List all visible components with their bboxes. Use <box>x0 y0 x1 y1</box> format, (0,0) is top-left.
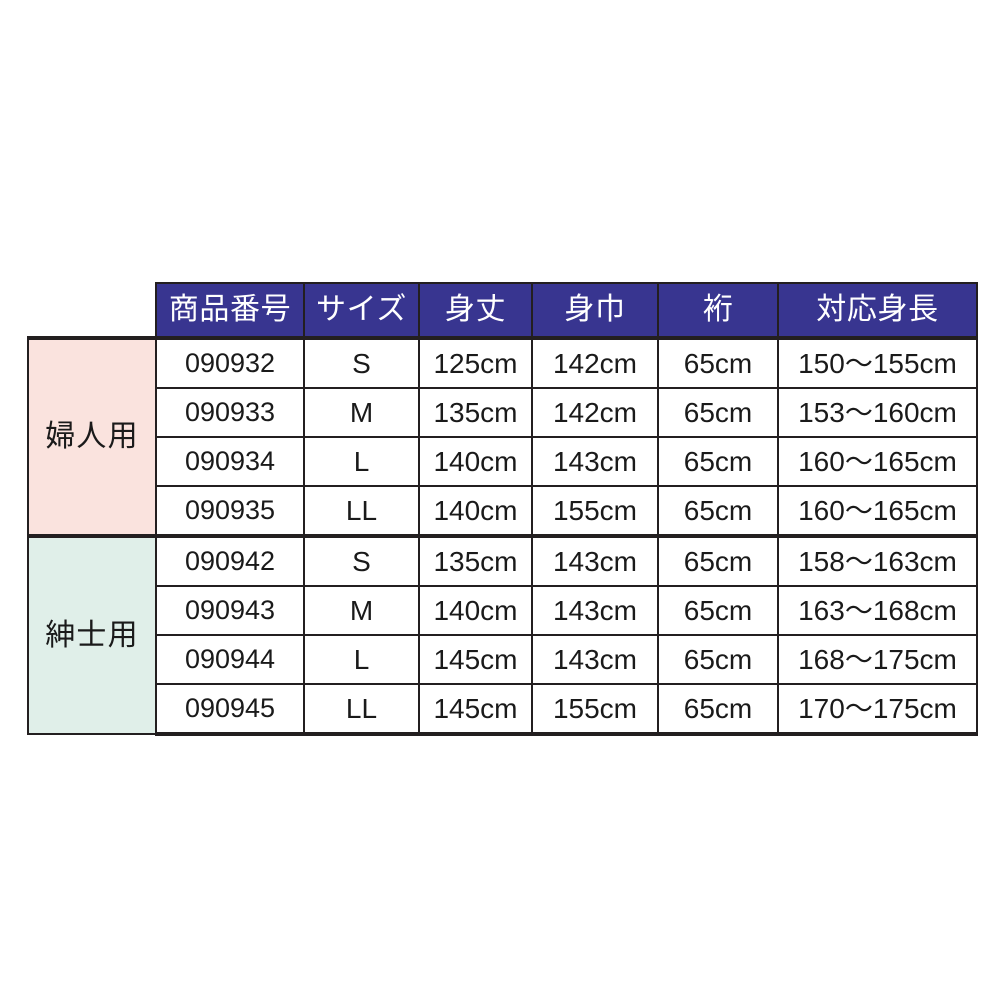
column-header-code: 商品番号 <box>155 282 305 339</box>
cell-body-width: 143cm <box>531 585 659 636</box>
table-row: 090943 M 140cm 143cm 65cm 163〜168cm <box>28 585 978 636</box>
cell-body-width: 143cm <box>531 534 659 587</box>
cell-code: 090933 <box>155 387 305 438</box>
column-header-body-length: 身丈 <box>418 282 533 339</box>
cell-size: LL <box>303 683 420 736</box>
cell-body-length: 125cm <box>418 336 533 389</box>
table-row: 紳士用 090942 S 135cm 143cm 65cm 158〜163cm <box>27 534 978 735</box>
column-header-sleeve: 裄 <box>657 282 779 339</box>
group-label-ladies: 婦人用 <box>27 336 157 537</box>
cell-sleeve: 65cm <box>657 585 779 636</box>
cell-height: 160〜165cm <box>777 485 978 537</box>
table-row: 婦人用 090932 S 125cm 142cm 65cm 150〜155cm <box>27 336 978 537</box>
header-row: 商品番号 サイズ 身丈 身巾 裄 対応身長 <box>28 282 978 339</box>
cell-body-length: 135cm <box>418 534 533 587</box>
cell-body-length: 140cm <box>418 485 533 537</box>
cell-body-length: 145cm <box>418 634 533 685</box>
table-corner-cell <box>28 283 156 338</box>
size-table: 商品番号 サイズ 身丈 身巾 裄 対応身長 婦人用 090932 S 125cm… <box>27 282 978 736</box>
cell-code: 090932 <box>155 336 305 389</box>
cell-size: S <box>303 336 420 389</box>
cell-code: 090935 <box>155 485 305 537</box>
cell-height: 158〜163cm <box>777 534 978 587</box>
cell-size: M <box>303 585 420 636</box>
table-row: 090935 LL 140cm 155cm 65cm 160〜165cm <box>28 485 978 537</box>
table-header: 商品番号 サイズ 身丈 身巾 裄 対応身長 <box>28 282 978 339</box>
cell-body-length: 135cm <box>418 387 533 438</box>
cell-height: 153〜160cm <box>777 387 978 438</box>
cell-code: 090943 <box>155 585 305 636</box>
column-header-height: 対応身長 <box>777 282 978 339</box>
cell-size: S <box>303 534 420 587</box>
cell-size: LL <box>303 485 420 537</box>
cell-body-length: 145cm <box>418 683 533 736</box>
cell-body-width: 155cm <box>531 485 659 537</box>
cell-height: 163〜168cm <box>777 585 978 636</box>
table-row: 090934 L 140cm 143cm 65cm 160〜165cm <box>28 436 978 487</box>
cell-sleeve: 65cm <box>657 683 779 736</box>
cell-sleeve: 65cm <box>657 485 779 537</box>
cell-body-length: 140cm <box>418 436 533 487</box>
cell-code: 090945 <box>155 683 305 736</box>
cell-body-width: 142cm <box>531 387 659 438</box>
cell-code: 090934 <box>155 436 305 487</box>
table-body: 婦人用 090932 S 125cm 142cm 65cm 150〜155cm … <box>27 336 978 736</box>
cell-height: 160〜165cm <box>777 436 978 487</box>
table-row: 090944 L 145cm 143cm 65cm 168〜175cm <box>28 634 978 685</box>
cell-body-width: 142cm <box>531 336 659 389</box>
table-row: 090933 M 135cm 142cm 65cm 153〜160cm <box>28 387 978 438</box>
group-label-gents: 紳士用 <box>27 534 157 735</box>
cell-code: 090942 <box>155 534 305 587</box>
cell-sleeve: 65cm <box>657 634 779 685</box>
cell-sleeve: 65cm <box>657 534 779 587</box>
cell-body-width: 155cm <box>531 683 659 736</box>
column-header-body-width: 身巾 <box>531 282 659 339</box>
cell-size: M <box>303 387 420 438</box>
table-row: 090945 LL 145cm 155cm 65cm 170〜175cm <box>28 683 978 736</box>
cell-sleeve: 65cm <box>657 387 779 438</box>
cell-code: 090944 <box>155 634 305 685</box>
cell-body-width: 143cm <box>531 634 659 685</box>
cell-height: 168〜175cm <box>777 634 978 685</box>
cell-sleeve: 65cm <box>657 436 779 487</box>
cell-body-length: 140cm <box>418 585 533 636</box>
size-chart: 商品番号 サイズ 身丈 身巾 裄 対応身長 婦人用 090932 S 125cm… <box>27 282 978 736</box>
cell-height: 150〜155cm <box>777 336 978 389</box>
cell-size: L <box>303 436 420 487</box>
cell-size: L <box>303 634 420 685</box>
cell-sleeve: 65cm <box>657 336 779 389</box>
cell-body-width: 143cm <box>531 436 659 487</box>
cell-height: 170〜175cm <box>777 683 978 736</box>
column-header-size: サイズ <box>303 282 420 339</box>
